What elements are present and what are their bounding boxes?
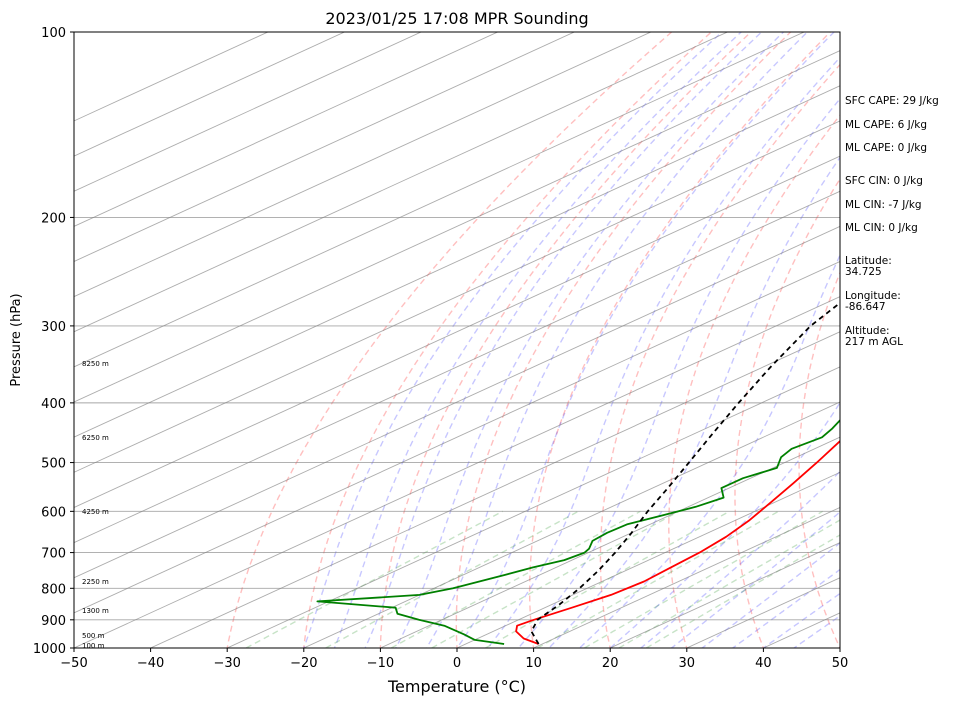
moist-adiabat (700, 542, 840, 648)
x-tick-label: 30 (679, 656, 696, 671)
x-tick-label: 50 (832, 656, 849, 671)
isotherm (379, 436, 840, 648)
height-label: 6250 m (82, 434, 109, 442)
dry-adiabat (734, 177, 840, 648)
dry-adiabat (599, 63, 840, 648)
isotherm (226, 366, 840, 648)
isotherm (74, 85, 840, 438)
isotherm (74, 225, 840, 579)
x-tick-label: −50 (60, 656, 87, 671)
height-label: 1300 m (82, 607, 109, 615)
parcel-profile (530, 301, 840, 645)
isotherm (74, 260, 840, 614)
longitude-label: Longitude: (845, 290, 901, 302)
altitude-label: Altitude: (845, 325, 890, 337)
moist-adiabat (547, 156, 840, 648)
stat-ml-cin: ML CIN: -7 J/kg (845, 199, 922, 211)
x-axis-label: Temperature (°C) (387, 677, 526, 696)
stat-ml-cin-2: ML CIN: 0 J/kg (845, 222, 918, 234)
moist-adiabat (486, 56, 840, 648)
isotherm (74, 32, 346, 157)
dry-adiabat (226, 32, 673, 648)
temperature-profile (515, 439, 840, 645)
x-tick-label: 20 (602, 656, 619, 671)
x-tick-label: −30 (213, 656, 240, 671)
dry-adiabat (379, 32, 752, 648)
stat-sfc-cape: SFC CAPE: 29 J/kg (845, 95, 939, 107)
isotherm (74, 32, 576, 262)
dry-adiabat (303, 32, 713, 648)
dry-adiabat (528, 32, 832, 648)
stat-ml-cape-2: ML CAPE: 0 J/kg (845, 142, 927, 154)
mixing-ratio-line (646, 534, 840, 648)
isotherm (609, 542, 840, 648)
moist-adiabat (425, 32, 808, 648)
isotherm (74, 32, 652, 298)
chart-title: 2023/01/25 17:08 MPR Sounding (325, 9, 588, 28)
y-axis-label: Pressure (hPa) (9, 293, 24, 386)
altitude-value: 217 m AGL (845, 336, 903, 348)
moist-adiabat (303, 32, 723, 648)
isotherm (74, 32, 729, 333)
x-tick-label: −40 (137, 656, 164, 671)
x-tick-label: 10 (525, 656, 542, 671)
moist-adiabat (731, 568, 840, 648)
isotherm (74, 32, 269, 122)
height-label: 100 m (82, 642, 105, 650)
moist-adiabat (394, 32, 784, 648)
x-tick-label: −20 (290, 656, 317, 671)
isotherm (74, 32, 806, 368)
dewpoint-profile (316, 419, 840, 645)
isotherm (74, 50, 840, 403)
latitude-value: 34.725 (845, 266, 882, 278)
isotherm (74, 155, 840, 508)
isotherm (74, 120, 840, 473)
y-tick-label: 800 (41, 582, 66, 597)
moist-adiabat (364, 32, 763, 648)
isotherm (302, 401, 840, 648)
isotherm (149, 331, 840, 648)
height-label: 2250 m (82, 578, 109, 586)
isotherm (74, 32, 423, 192)
dry-adiabat (455, 32, 792, 648)
isotherm (74, 32, 499, 227)
stat-ml-cape: ML CAPE: 6 J/kg (845, 119, 927, 131)
moist-adiabat (670, 511, 840, 648)
latitude-label: Latitude: (845, 255, 892, 267)
y-tick-label: 100 (41, 26, 66, 41)
moist-adiabat (609, 401, 840, 648)
y-tick-label: 600 (41, 505, 66, 520)
height-label: 4250 m (82, 508, 109, 516)
y-tick-label: 500 (41, 457, 66, 472)
isotherm (455, 471, 840, 648)
moist-adiabat (762, 592, 840, 648)
x-tick-label: 0 (453, 656, 461, 671)
y-tick-label: 300 (41, 320, 66, 335)
stat-sfc-cin: SFC CIN: 0 J/kg (845, 175, 923, 187)
y-tick-label: 400 (41, 397, 66, 412)
y-tick-label: 1000 (33, 642, 66, 657)
sounding-stats: SFC CAPE: 29 J/kg ML CAPE: 6 J/kg ML CAP… (845, 95, 939, 348)
y-tick-label: 700 (41, 547, 66, 562)
mixing-ratio-line (245, 510, 504, 648)
y-tick-label: 900 (41, 614, 66, 629)
moist-adiabat (517, 97, 840, 648)
height-label: 500 m (82, 632, 105, 640)
x-tick-label: 40 (755, 656, 772, 671)
moist-adiabat (456, 32, 835, 648)
isotherm (74, 190, 840, 544)
isotherm (532, 506, 840, 648)
moist-adiabat (333, 32, 742, 648)
dry-adiabat (798, 271, 840, 648)
height-label: 8250 m (82, 360, 109, 368)
isotherm (74, 296, 840, 648)
y-tick-label: 200 (41, 211, 66, 226)
longitude-value: -86.647 (845, 301, 886, 313)
x-tick-label: −10 (367, 656, 394, 671)
